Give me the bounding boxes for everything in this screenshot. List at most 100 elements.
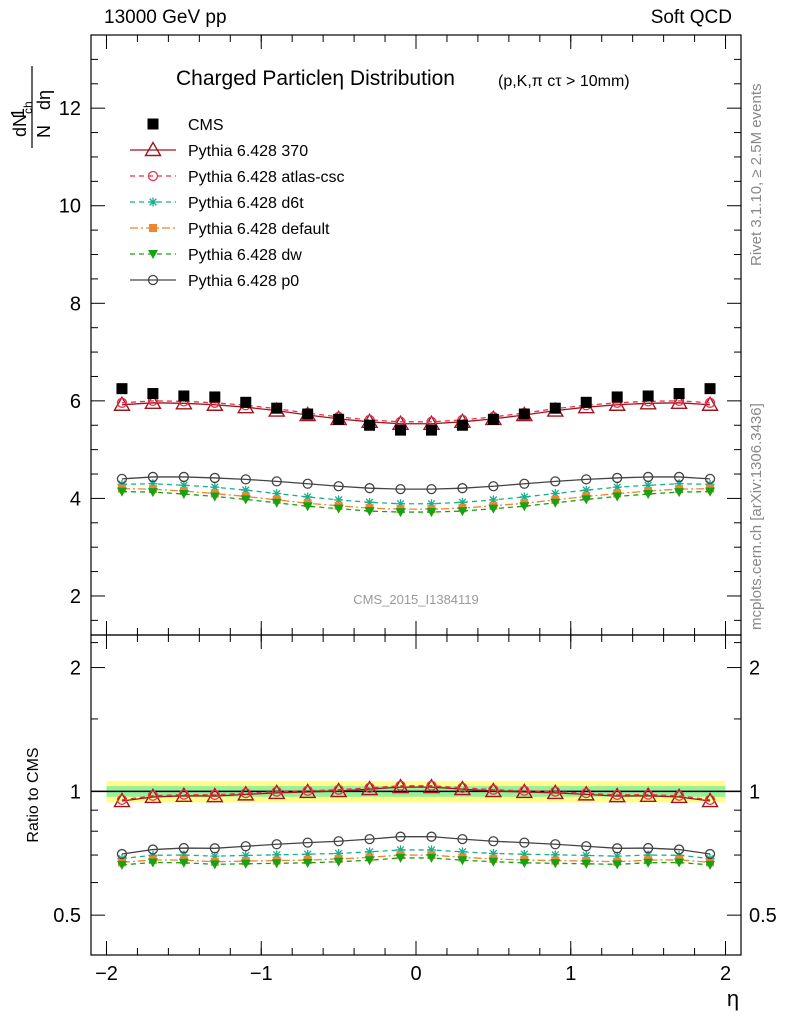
x-tick-label: −2 [95, 963, 118, 985]
series-point [116, 487, 127, 497]
ratio-series-point [612, 843, 623, 854]
series-point [334, 495, 344, 505]
ratio-series-point [488, 784, 499, 795]
ratio-series-point [581, 859, 592, 869]
ratio-series-line [121, 854, 711, 863]
ratio-series-point [116, 794, 128, 805]
legend-entry-pythia-6-428-d6t: Pythia 6.428 d6t [130, 195, 304, 212]
ratio-series-point [426, 845, 436, 855]
ratio-series-pythia-6-428-dw [116, 853, 716, 870]
ratio-series-line [121, 786, 711, 802]
series-point [116, 397, 128, 408]
ratio-series-point [701, 792, 719, 808]
ratio-series-point [116, 860, 127, 870]
data-point [704, 383, 716, 395]
ratio-series-point [116, 848, 128, 860]
data-point [209, 391, 221, 403]
data-point [456, 419, 468, 431]
data-point [580, 396, 592, 408]
ratio-series-point [395, 780, 406, 791]
x-tick-label: −1 [250, 963, 273, 985]
series-point [209, 492, 220, 502]
series-point [302, 502, 313, 512]
series-point [333, 504, 344, 514]
legend-label: Pythia 6.428 atlas-csc [188, 169, 345, 186]
ratio-series-point [426, 831, 437, 842]
series-point [457, 507, 468, 517]
ratio-series-point [426, 853, 437, 863]
ratio-series-point [643, 858, 654, 868]
y-tick-label: 4 [70, 488, 81, 510]
data-point [116, 383, 128, 395]
series-point [674, 488, 685, 498]
y-tick-label: 10 [59, 196, 81, 218]
ratio-series-point [333, 857, 344, 867]
y-tick-label: 6 [70, 391, 81, 413]
data-point [611, 391, 623, 403]
ratio-series-pythia-6-428-p0 [116, 831, 716, 860]
legend-entry-pythia-6-428-atlas-csc: Pythia 6.428 atlas-csc [130, 169, 345, 186]
chart-title: Charged Particleη Distribution [176, 67, 455, 90]
series-point [643, 490, 654, 500]
series-line [121, 476, 711, 490]
legend-label: Pythia 6.428 p0 [188, 273, 299, 290]
series-point [488, 481, 499, 492]
ratio-series-point [148, 850, 158, 860]
ratio-series-point [673, 790, 685, 801]
ratio-series-point [550, 786, 561, 797]
ratio-series-point [333, 784, 344, 795]
series-line [121, 488, 711, 510]
y-tick-label: 2 [70, 586, 81, 608]
data-point [240, 396, 252, 408]
ratio-series-point [240, 788, 251, 799]
data-point [673, 388, 685, 400]
ratio-tick-label-left: 1 [70, 781, 81, 803]
data-point [147, 388, 159, 400]
series-point [147, 471, 159, 483]
series-point [704, 473, 716, 485]
legend-label: CMS [188, 117, 224, 134]
ratio-series-point [271, 786, 282, 797]
x-tick-label: 1 [565, 963, 576, 985]
legend-marker [148, 250, 158, 259]
series-point [241, 485, 251, 495]
ratio-series-point [364, 833, 375, 845]
ratio-series-point [302, 837, 313, 848]
series-point [519, 478, 530, 489]
ratio-series-point [488, 848, 498, 858]
series-point [581, 485, 591, 495]
legend-marker [148, 197, 158, 207]
ratio-series-point [642, 842, 654, 854]
series-point [396, 499, 406, 509]
ratio-series-line [121, 836, 711, 855]
ratio-series-point [519, 837, 530, 848]
ratio-series-point [147, 790, 159, 801]
ratio-tick-label-right: 2 [749, 658, 760, 680]
data-point [271, 402, 283, 414]
data-point [518, 408, 530, 420]
series-point [364, 483, 375, 494]
ratio-tick-label-right: 0.5 [749, 905, 777, 927]
ratio-series-point [178, 858, 189, 868]
legend-label: Pythia 6.428 d6t [188, 195, 304, 212]
ratio-tick-label-right: 1 [749, 781, 760, 803]
legend: CMS Pythia 6.428 370 Pythia 6.428 atlas-cs… [130, 117, 345, 290]
ratio-series-point [643, 850, 653, 860]
series-point [147, 488, 158, 498]
ratio-series-point [395, 853, 406, 863]
ratio-series-point [178, 789, 190, 800]
series-point [272, 489, 282, 499]
ratio-series-point [550, 850, 560, 860]
series-point [303, 492, 313, 502]
series-point [704, 397, 716, 408]
series-point [673, 471, 685, 483]
ratio-series-line [121, 857, 711, 866]
series-point [550, 476, 561, 487]
series-point [488, 495, 498, 505]
ratio-series-point [209, 843, 220, 854]
ratio-series-point [704, 794, 716, 805]
ratio-series-point [581, 788, 592, 799]
ratio-series-point [704, 848, 716, 860]
